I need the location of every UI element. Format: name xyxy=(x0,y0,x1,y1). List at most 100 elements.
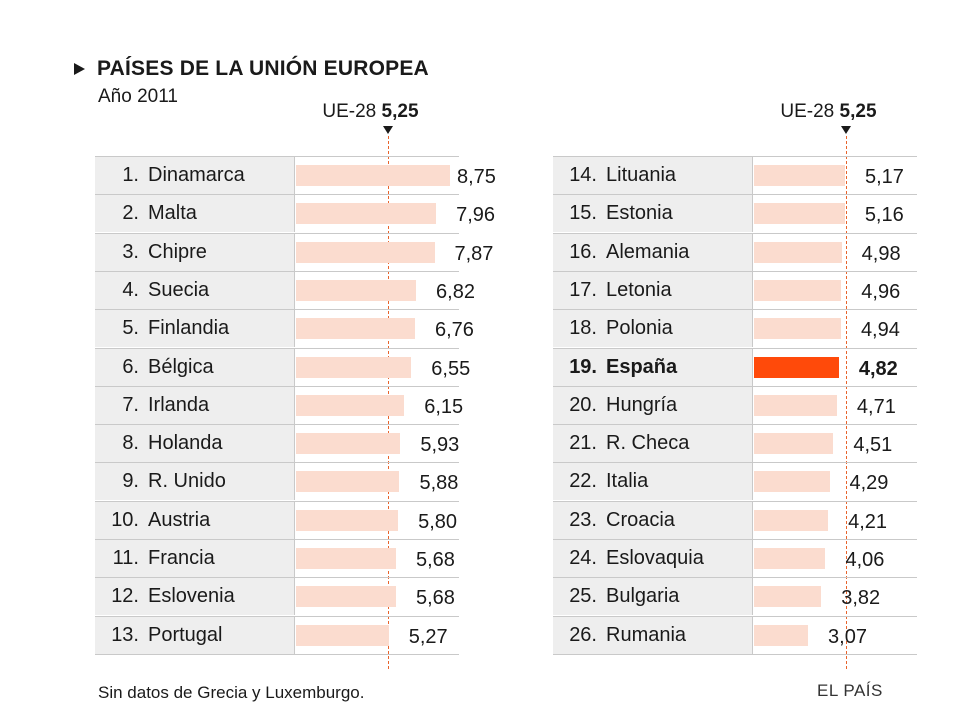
average-value: 5,25 xyxy=(381,101,419,122)
country-label: Alemania xyxy=(606,240,690,263)
rank-label: 18. xyxy=(569,317,597,340)
rank-label: 21. xyxy=(569,432,597,455)
rank-label: 1. xyxy=(122,164,139,186)
value-label: 5,16 xyxy=(864,204,904,227)
rank-label: 26. xyxy=(569,623,597,646)
country-cell: 24. Eslovaquia xyxy=(553,540,753,577)
table-row: 21. R. Checa 4,51 xyxy=(553,424,917,463)
table-row: 8. Holanda 5,93 xyxy=(95,424,460,463)
bar xyxy=(296,203,437,225)
table-row: 11. Francia 5,68 xyxy=(95,539,459,577)
table-row: 2. Malta 7,96 xyxy=(95,194,495,233)
down-arrow-icon xyxy=(383,126,394,134)
value-label: 6,76 xyxy=(434,319,474,342)
country-label: Polonia xyxy=(606,317,673,340)
bar xyxy=(754,586,822,608)
table-row: 25. Bulgaria 3,82 xyxy=(553,577,917,616)
table-row: 17. Letonia 4,96 xyxy=(553,270,917,309)
country-cell: 4. Suecia xyxy=(95,271,295,309)
table-row: 9. R. Unido 5,88 xyxy=(95,462,459,501)
value-label: 6,15 xyxy=(424,395,464,418)
value-label: 7,96 xyxy=(456,204,496,227)
table-row: 1. Dinamarca 8,75 xyxy=(95,156,496,194)
country-cell: 2. Malta xyxy=(95,195,295,233)
country-cell: 17. Letonia xyxy=(553,271,753,309)
value-label: 4,94 xyxy=(860,319,900,342)
rank-label: 25. xyxy=(569,585,597,608)
table-row: 20. Hungría 4,71 xyxy=(553,385,917,424)
country-cell: 19. España xyxy=(553,348,753,386)
country-label: Croacia xyxy=(606,508,675,531)
country-cell: 26. Rumania xyxy=(553,616,753,654)
rank-label: 15. xyxy=(569,202,597,225)
bar xyxy=(296,165,450,186)
table-row: 5. Finlandia 6,76 xyxy=(95,309,474,348)
country-label: Estonia xyxy=(606,202,673,225)
country-label: Portugal xyxy=(148,623,223,646)
country-cell: 3. Chipre xyxy=(95,233,295,271)
rank-label: 23. xyxy=(569,508,597,531)
rank-label: 11. xyxy=(112,547,139,569)
bar xyxy=(754,548,826,569)
value-label: 5,88 xyxy=(419,472,459,495)
country-cell: 20. Hungría xyxy=(553,386,753,424)
chart-title-text: PAÍSES DE LA UNIÓN EUROPEA xyxy=(97,57,429,80)
value-label: 5,68 xyxy=(415,549,455,571)
rank-label: 12. xyxy=(111,585,139,608)
country-cell: 15. Estonia xyxy=(553,195,753,233)
bar xyxy=(754,241,842,263)
bar xyxy=(296,471,400,493)
country-label: Eslovenia xyxy=(148,585,235,608)
rank-label: 17. xyxy=(569,278,597,301)
table-row: 12. Eslovenia 5,68 xyxy=(95,577,459,616)
value-label: 5,93 xyxy=(420,434,460,457)
bar xyxy=(296,433,401,455)
bar xyxy=(754,318,841,340)
table-row: 18. Polonia 4,94 xyxy=(553,309,917,348)
country-label: Malta xyxy=(148,202,197,225)
rank-label: 6. xyxy=(122,355,139,378)
average-label: UE-28 5,25 xyxy=(322,101,418,123)
rank-label: 13. xyxy=(111,623,139,646)
table-row: 22. Italia 4,29 xyxy=(553,462,917,501)
average-value: 5,25 xyxy=(839,101,877,122)
country-label: Austria xyxy=(148,508,211,531)
country-label: Finlandia xyxy=(148,317,230,340)
country-cell: 25. Bulgaria xyxy=(553,578,753,616)
value-label: 4,06 xyxy=(845,549,885,571)
country-label: Bélgica xyxy=(148,355,214,378)
source-credit: EL PAÍS xyxy=(817,681,883,700)
bar xyxy=(754,279,842,301)
bar xyxy=(296,279,417,301)
country-cell: 16. Alemania xyxy=(553,233,753,271)
country-label: Chipre xyxy=(148,240,207,263)
down-arrow-icon xyxy=(841,126,852,134)
footnote: Sin datos de Grecia y Luxemburgo. xyxy=(98,683,365,702)
bar xyxy=(754,165,845,186)
chart-title: PAÍSES DE LA UNIÓN EUROPEA xyxy=(74,56,429,82)
bar xyxy=(754,394,837,416)
bar xyxy=(754,509,829,531)
country-cell: 9. R. Unido xyxy=(95,463,295,501)
rank-label: 8. xyxy=(122,432,139,455)
average-label: UE-28 5,25 xyxy=(780,101,876,123)
bar xyxy=(296,318,415,340)
bar xyxy=(296,548,396,569)
table-row: 6. Bélgica 6,55 xyxy=(95,347,470,386)
value-label: 4,21 xyxy=(848,510,888,533)
country-label: Holanda xyxy=(148,432,223,455)
value-label: 3,82 xyxy=(841,587,881,610)
country-label: Lituania xyxy=(606,164,677,186)
bar xyxy=(754,356,839,378)
country-label: Hungría xyxy=(606,393,678,416)
chart-subtitle: Año 2011 xyxy=(98,86,178,107)
rank-label: 3. xyxy=(122,240,139,263)
table-row: 14. Lituania 5,17 xyxy=(553,156,917,194)
rank-label: 20. xyxy=(569,393,597,416)
average-reference-line xyxy=(845,136,847,669)
rank-label: 19. xyxy=(569,355,597,378)
country-label: Italia xyxy=(606,470,649,493)
value-label: 4,29 xyxy=(849,472,889,495)
country-label: Suecia xyxy=(148,278,210,301)
country-label: R. Unido xyxy=(148,470,226,493)
